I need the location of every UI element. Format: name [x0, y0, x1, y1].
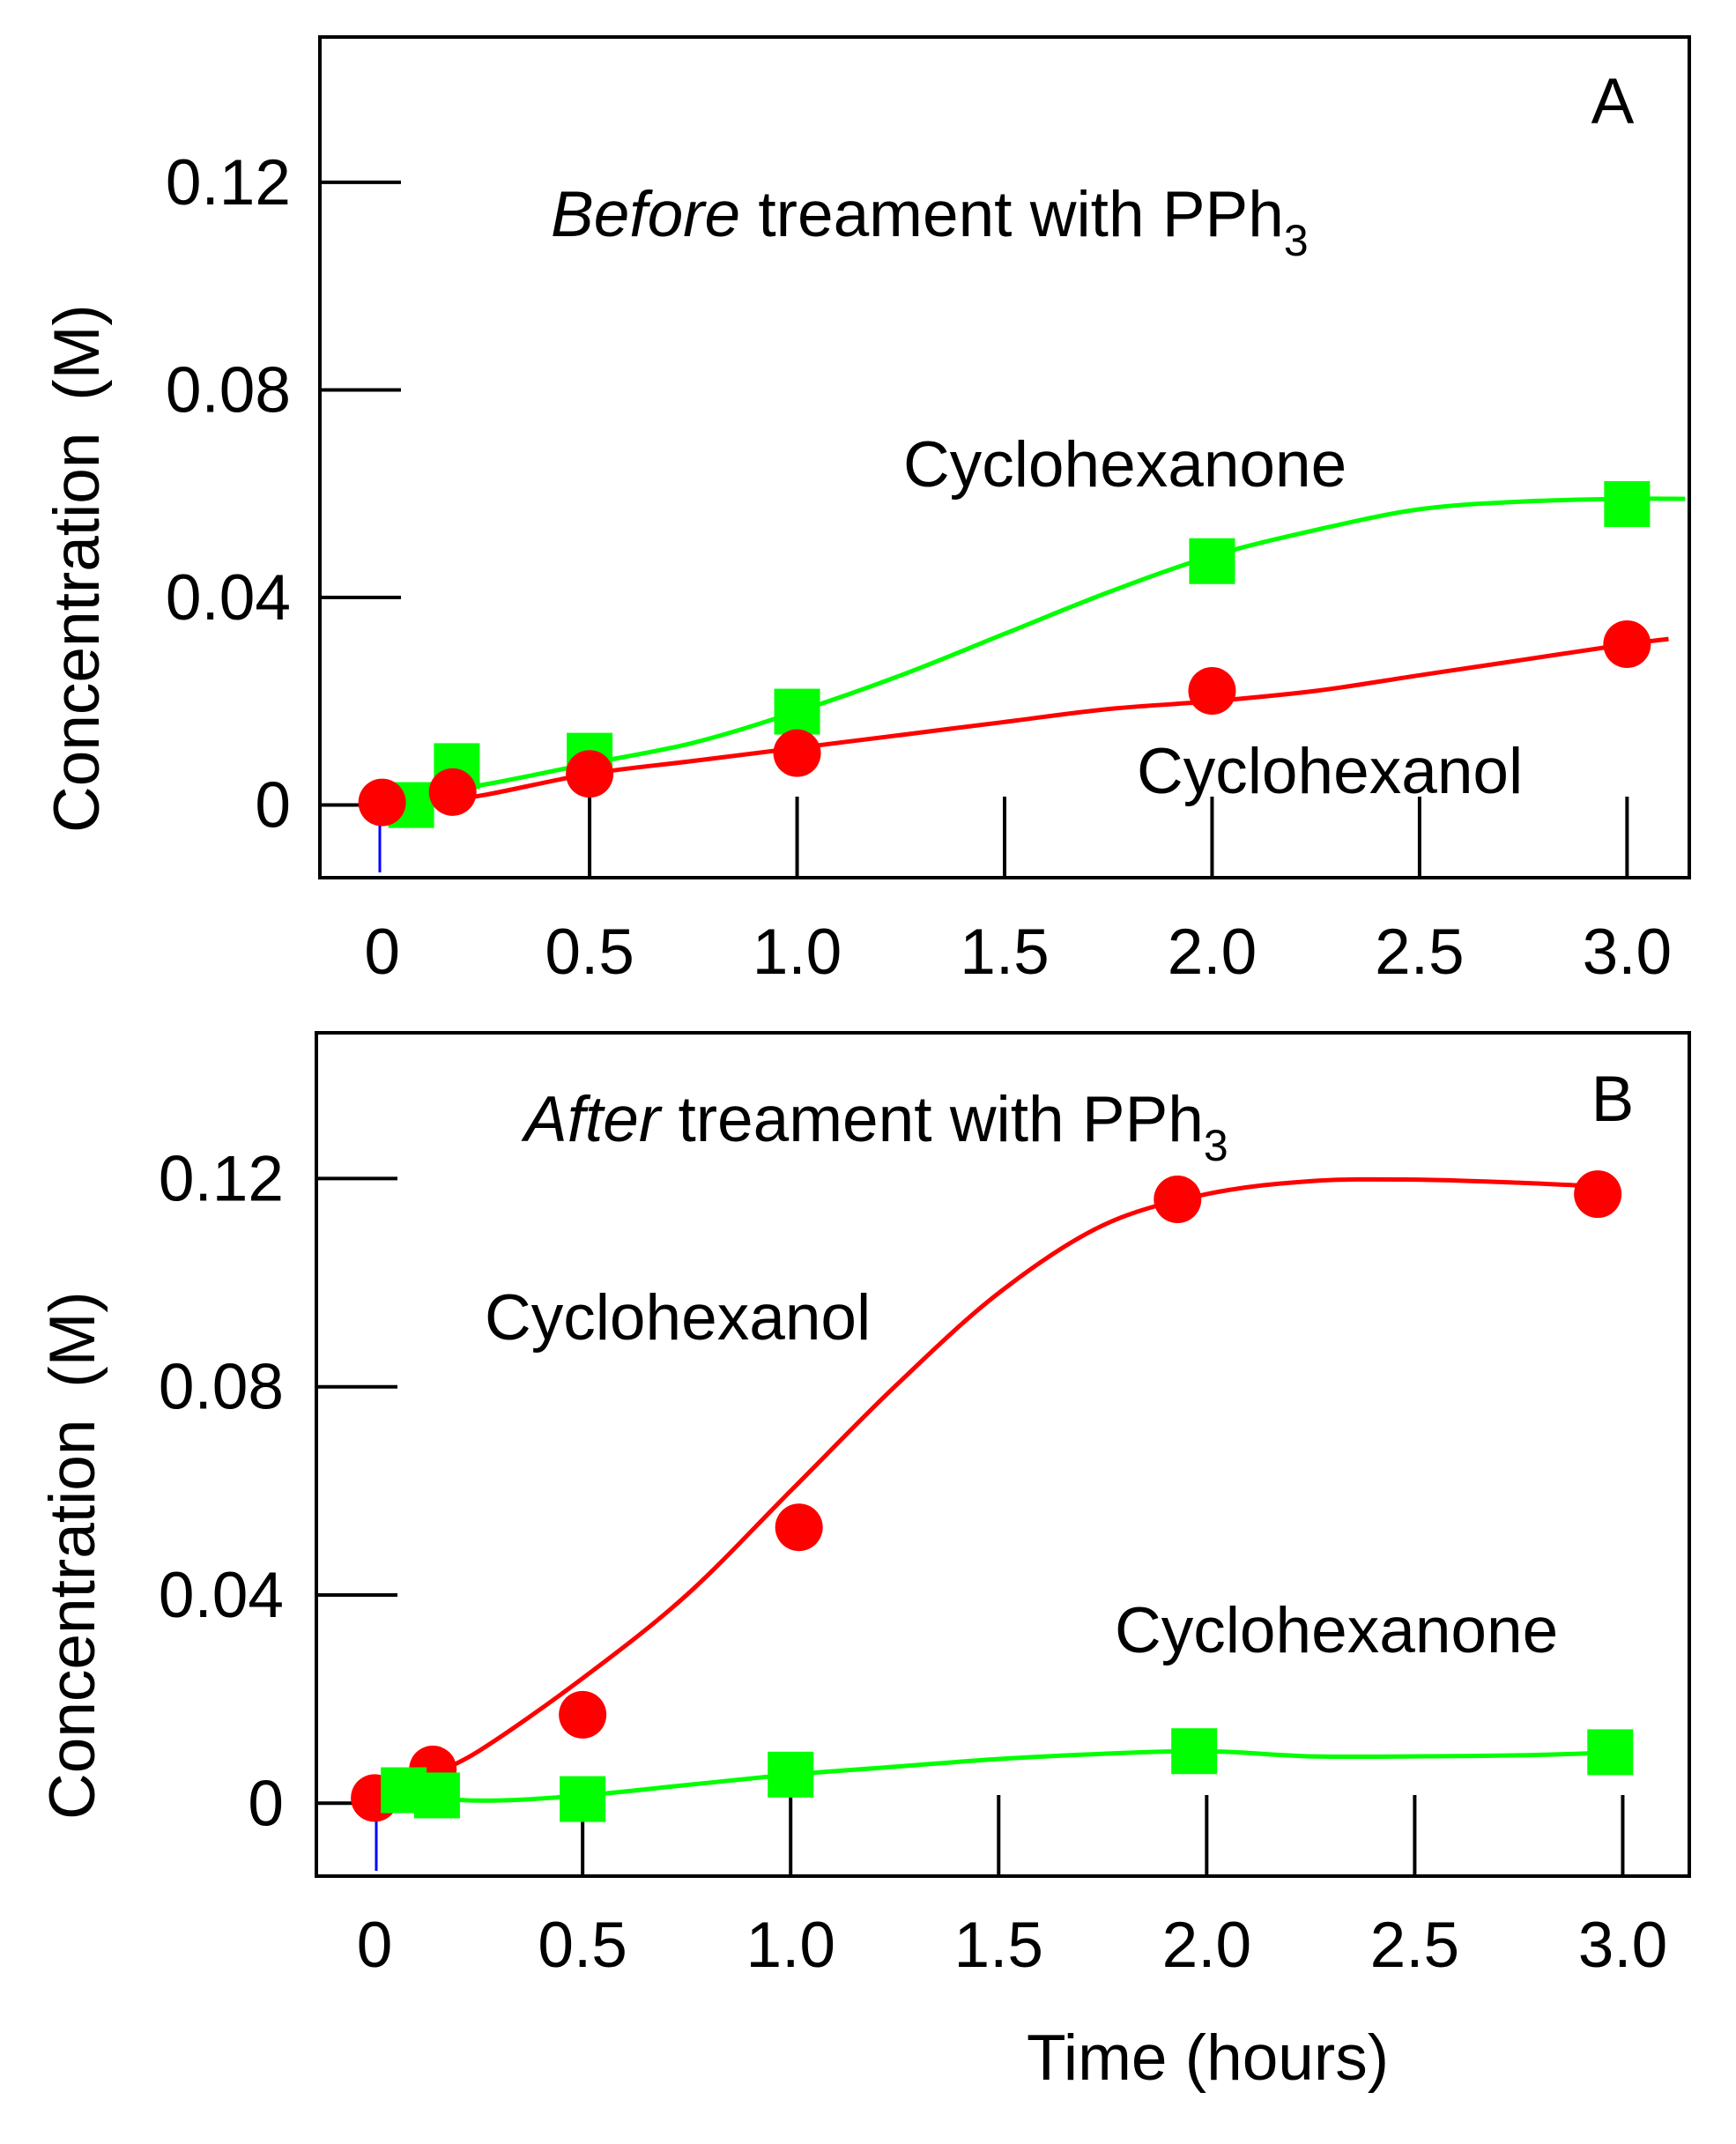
panel-letter: A [1591, 66, 1635, 137]
data-point-cyclohexanone [1171, 1728, 1218, 1775]
data-point-cyclohexanol [1603, 620, 1651, 668]
title-regular-part: treament with PPh [660, 1084, 1204, 1155]
data-point-cyclohexanone [560, 1776, 606, 1822]
data-point-cyclohexanol [559, 1690, 607, 1739]
panel-title: Before treament with PPh3 [551, 179, 1309, 265]
data-point-cyclohexanol [358, 778, 406, 827]
plot-frame [315, 1031, 1691, 1878]
title-italic-part: Before [551, 179, 740, 250]
y-tick-label: 0 [255, 770, 291, 842]
x-tick-label: 0.5 [538, 1910, 627, 1981]
x-tick-label: 2.0 [1162, 1910, 1251, 1981]
y-axis-title: Concentration (M) [37, 1291, 108, 1820]
data-point-cyclohexanone [1189, 538, 1235, 584]
y-tick-label: 0.04 [159, 1560, 284, 1631]
x-tick-label: 3.0 [1578, 1910, 1667, 1981]
series-label-cyclohexanol: Cyclohexanol [485, 1282, 871, 1354]
data-markers [358, 481, 1651, 828]
y-tick-label: 0.04 [166, 562, 291, 634]
axis-ticks [316, 1176, 1625, 1876]
data-point-cyclohexanol [1154, 1176, 1202, 1224]
panel-a: A Before treament with PPh3 Cyclohexanon… [41, 35, 1691, 988]
data-point-cyclohexanone [768, 1751, 814, 1798]
y-tick-label: 0 [248, 1768, 284, 1839]
series-label-cyclohexanone: Cyclohexanone [903, 429, 1347, 501]
fit-curve-cyclohexanol [423, 1176, 1599, 1780]
x-tick-label: 0 [364, 916, 400, 988]
y-tick-label: 0.08 [166, 354, 291, 426]
data-markers [351, 1170, 1634, 1822]
x-tick-label: 2.5 [1375, 916, 1464, 988]
x-tick-label: 3.0 [1583, 916, 1672, 988]
panel-b: B After treament with PPh3 Cyclohexanol … [37, 1031, 1691, 2094]
data-point-cyclohexanol [1188, 667, 1236, 715]
data-point-cyclohexanone [774, 688, 820, 735]
title-italic-part: After [521, 1084, 663, 1155]
y-tick-label: 0.12 [166, 147, 291, 219]
data-point-cyclohexanone [413, 1772, 460, 1819]
x-tick-label: 2.0 [1168, 916, 1257, 988]
title-subscript: 3 [1284, 216, 1309, 265]
y-tick-label: 0.12 [159, 1143, 284, 1214]
data-point-cyclohexanol [775, 1503, 823, 1552]
panel-title: After treament with PPh3 [521, 1084, 1228, 1170]
series-label-cyclohexanone: Cyclohexanone [1115, 1595, 1558, 1666]
y-axis-title: Concentration (M) [41, 304, 113, 833]
y-tick-label: 0.08 [159, 1352, 284, 1423]
x-tick-label: 1.5 [954, 1910, 1043, 1981]
data-point-cyclohexanone [1587, 1729, 1634, 1776]
y-axis-unit: (M) [37, 1291, 108, 1387]
y-axis-label: Concentration [37, 1419, 108, 1820]
x-tick-label: 1.5 [960, 916, 1049, 988]
x-axis-title: Time (hours) [1027, 2022, 1389, 2094]
data-point-cyclohexanol [428, 768, 477, 816]
data-point-cyclohexanol [566, 750, 614, 798]
x-tick-label: 1.0 [746, 1910, 835, 1981]
title-regular-part: treament with PPh [740, 179, 1284, 250]
series-label-cyclohexanol: Cyclohexanol [1137, 736, 1523, 807]
x-tick-label: 1.0 [753, 916, 842, 988]
data-point-cyclohexanone [1604, 481, 1651, 527]
data-point-cyclohexanol [773, 729, 821, 777]
x-tick-label: 0.5 [545, 916, 634, 988]
x-tick-label: 0 [357, 1910, 393, 1981]
x-tick-label: 2.5 [1370, 1910, 1459, 1981]
data-point-cyclohexanol [1574, 1170, 1622, 1219]
y-axis-unit: (M) [41, 304, 113, 400]
panel-letter: B [1591, 1064, 1635, 1135]
title-subscript: 3 [1204, 1121, 1228, 1170]
y-axis-label: Concentration [41, 432, 113, 833]
